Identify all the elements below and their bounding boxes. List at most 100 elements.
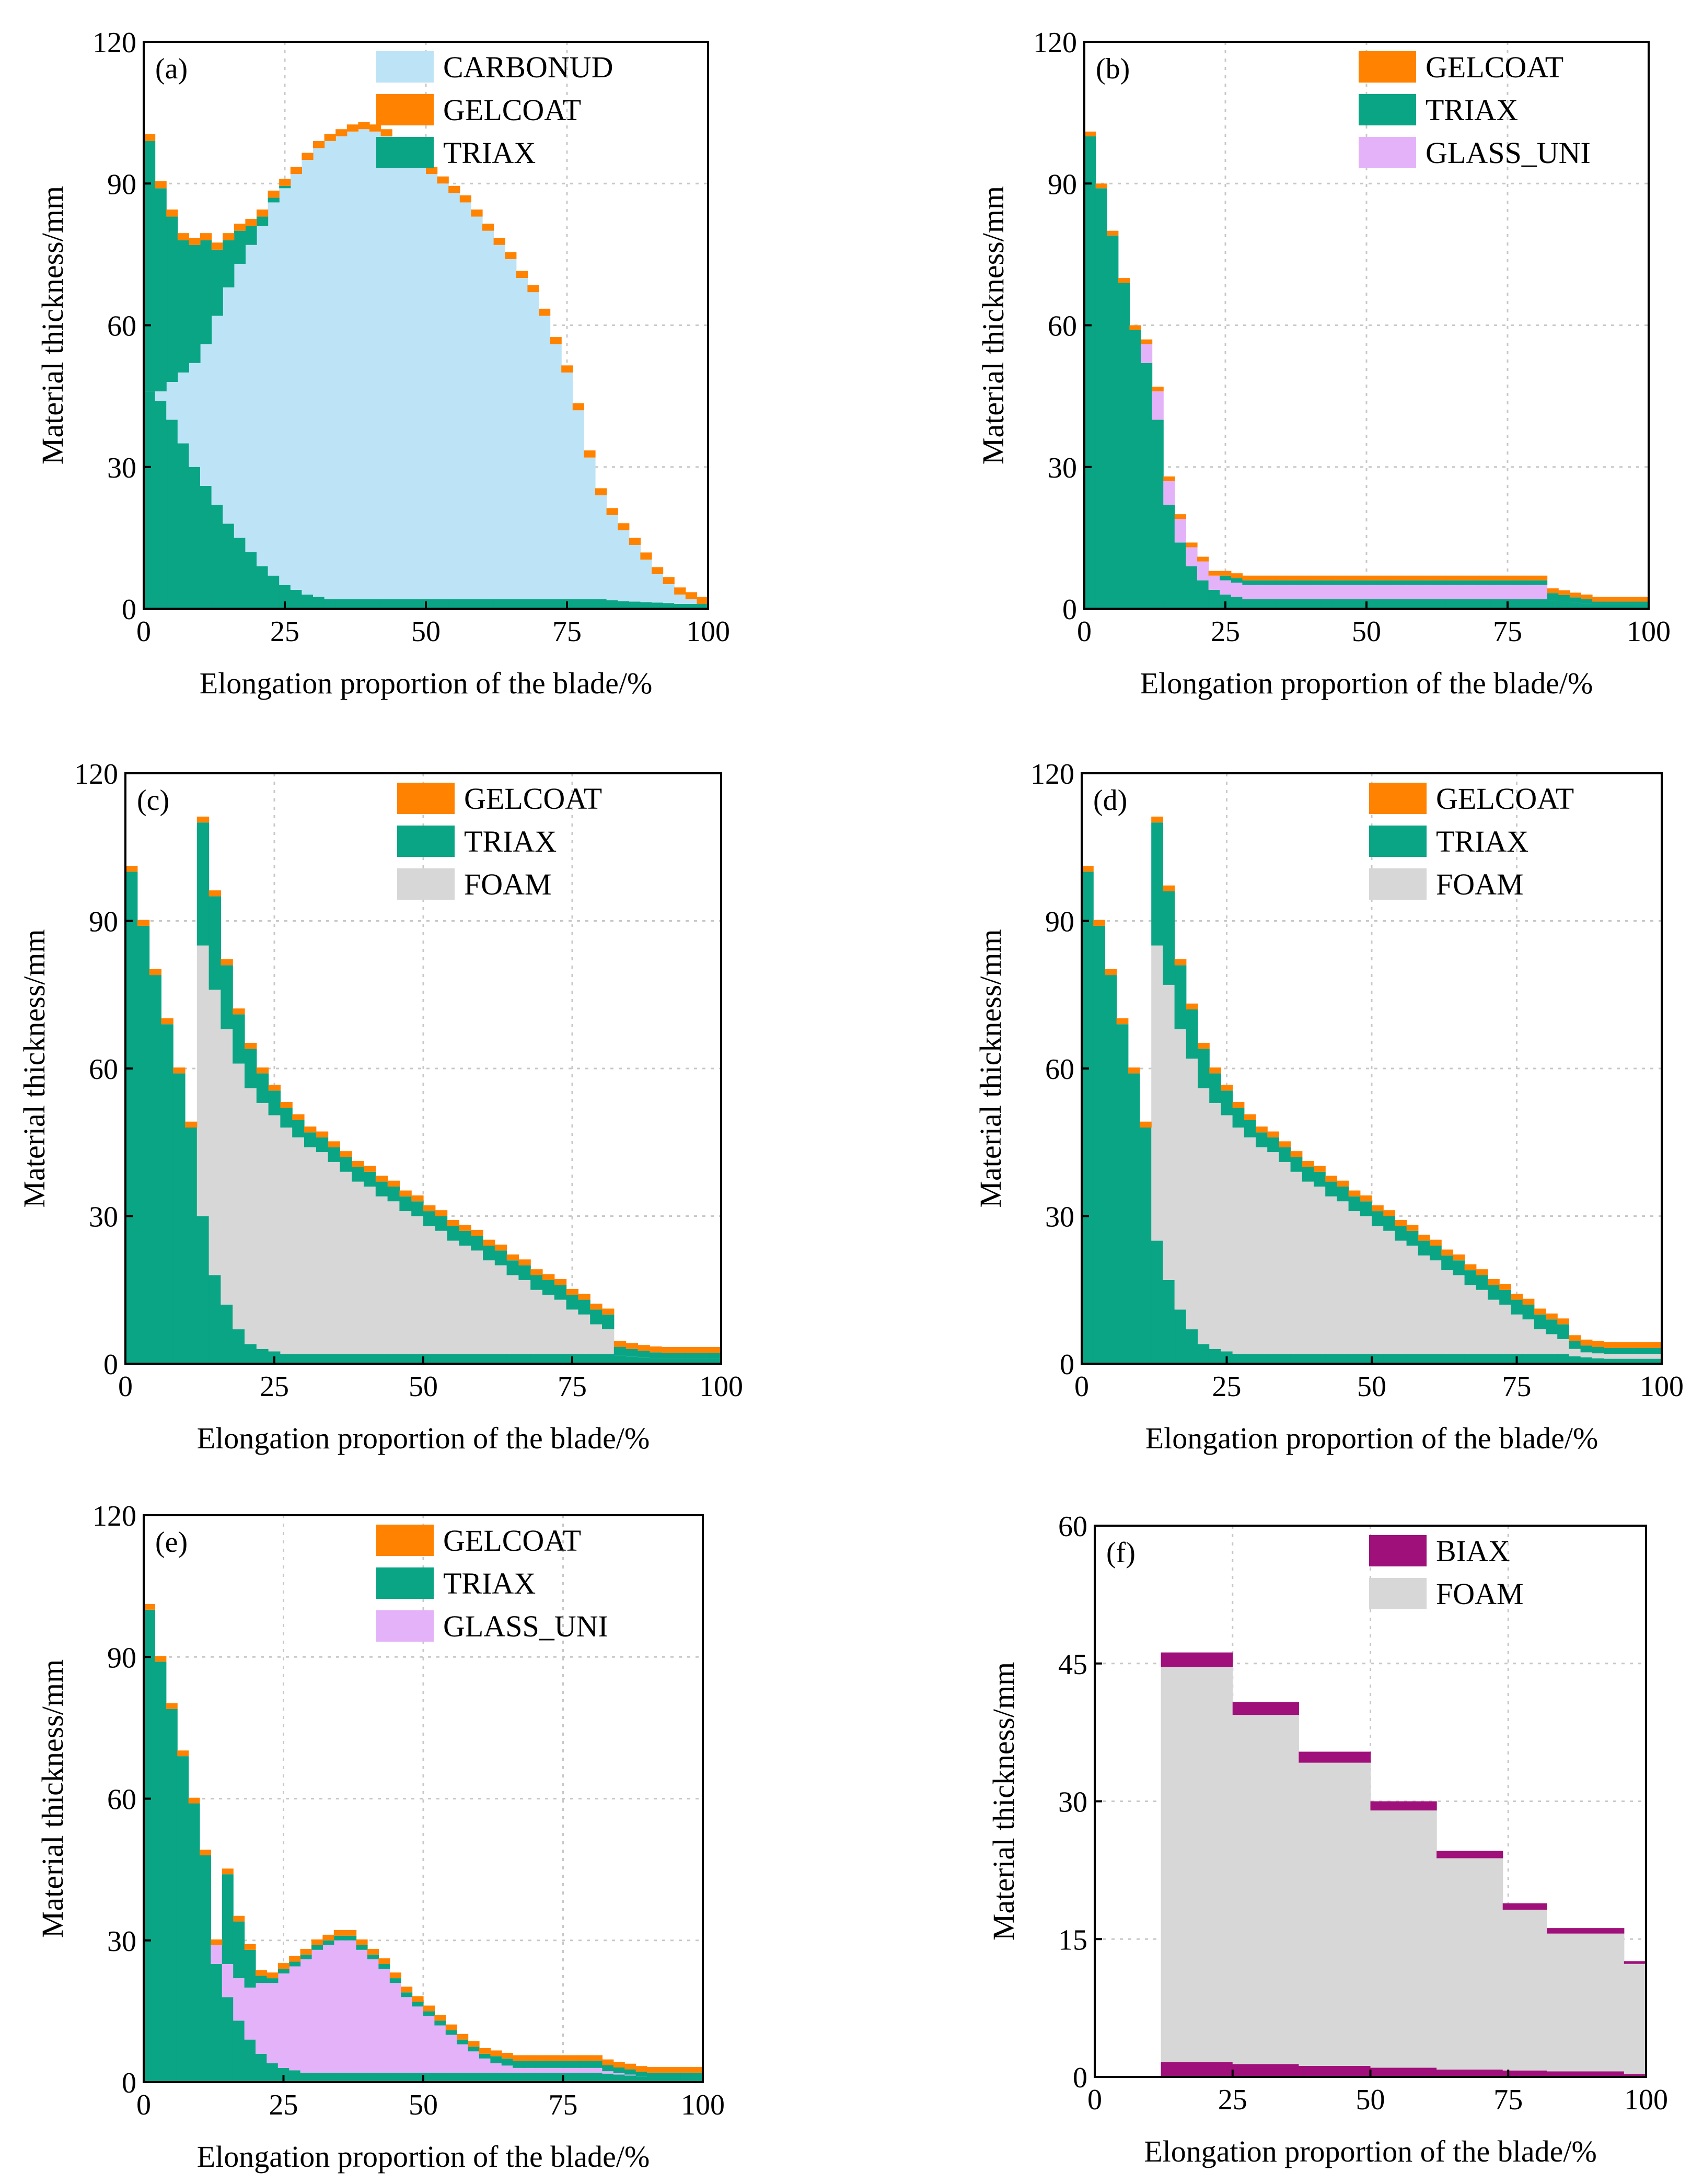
bar-segment-foam xyxy=(1161,1667,1233,2062)
bar-segment-glass_uni xyxy=(535,2067,547,2073)
bar-segment-foam xyxy=(1267,1152,1279,1354)
bar-segment-glass_uni xyxy=(311,1949,323,2073)
bar-segment-triax xyxy=(447,1354,459,1364)
bar-segment-triax xyxy=(1163,505,1175,609)
x-tick-label: 75 xyxy=(1493,2084,1523,2116)
bar-segment-gelcoat xyxy=(399,1190,412,1196)
bar-segment-triax xyxy=(445,2030,457,2035)
bar-segment-triax xyxy=(513,2072,525,2082)
x-tick-label: 100 xyxy=(686,615,730,648)
bar-segment-foam xyxy=(447,1240,459,1354)
bar-segment-foam xyxy=(221,1029,233,1305)
bar-segment-gelcoat xyxy=(691,2067,703,2073)
bar-segment-triax xyxy=(1604,1358,1616,1364)
bar-segment-gelcoat xyxy=(1580,1339,1593,1346)
bar-segment-triax xyxy=(233,1921,245,1979)
bar-segment-triax xyxy=(1502,580,1514,585)
bar-segment-triax xyxy=(471,1236,483,1251)
bar-segment-triax xyxy=(1534,1354,1546,1364)
bar-segment-gelcoat xyxy=(1418,1235,1430,1241)
bar-segment-gelcoat xyxy=(245,1043,257,1049)
x-tick-label: 75 xyxy=(1502,1370,1532,1403)
bar-segment-carbonud xyxy=(505,259,517,599)
bar-segment-triax xyxy=(483,1354,495,1364)
bar-segment-foam xyxy=(1232,1128,1245,1354)
bar-segment-gelcoat xyxy=(1276,575,1288,580)
bar-segment-triax xyxy=(185,1128,198,1364)
bar-segment-gelcoat xyxy=(483,1239,495,1246)
bar-segment-gelcoat xyxy=(166,1703,178,1709)
bar-segment-triax xyxy=(387,1354,400,1364)
bar-segment-triax xyxy=(691,2077,703,2082)
bar-segment-triax xyxy=(423,1211,436,1226)
x-axis-label: Elongation proportion of the blade/% xyxy=(1145,1421,1598,1455)
bar-segment-triax xyxy=(345,2072,357,2082)
bar-segment-foam xyxy=(1372,1226,1384,1354)
bar-segment-gelcoat xyxy=(662,1346,674,1353)
bar-segment-gelcoat xyxy=(221,959,233,966)
bar-segment-gelcoat xyxy=(1638,1342,1651,1348)
bar-segment-triax xyxy=(1174,1309,1187,1364)
bar-segment-glass_uni xyxy=(445,2035,457,2073)
bar-segment-triax xyxy=(367,1954,379,1959)
bar-segment-gelcoat xyxy=(1321,575,1333,580)
bar-segment-triax xyxy=(1468,599,1480,609)
bar-segment-triax xyxy=(1287,599,1299,609)
bar-segment-gelcoat xyxy=(380,129,392,136)
bar-segment-biax xyxy=(1624,2074,1647,2077)
legend-label-triax: TRIAX xyxy=(464,824,557,858)
bar-segment-biax xyxy=(1547,1928,1625,1934)
bar-segment-triax xyxy=(1093,925,1105,1364)
bar-segment-triax xyxy=(606,600,618,609)
bar-segment-glass_uni xyxy=(546,2067,558,2073)
bar-segment-glass_uni xyxy=(389,1983,401,2073)
bar-segment-triax xyxy=(166,420,178,609)
bar-segment-gelcoat xyxy=(1232,1102,1245,1108)
x-tick-label: 50 xyxy=(409,1370,438,1403)
bar-segment-gelcoat xyxy=(1502,575,1514,580)
bar-segment-triax xyxy=(328,1147,340,1162)
bar-segment-triax xyxy=(1174,542,1186,609)
legend-swatch-biax xyxy=(1369,1535,1427,1566)
bar-segment-triax xyxy=(333,1935,345,1941)
x-tick-label: 100 xyxy=(1640,1370,1684,1403)
x-tick-label: 100 xyxy=(681,2089,725,2121)
bar-segment-triax xyxy=(1464,1354,1477,1364)
bar-segment-triax xyxy=(550,599,562,609)
bar-segment-gelcoat xyxy=(1163,476,1175,481)
bar-segment-triax xyxy=(401,1992,413,1997)
panel-label: (c) xyxy=(137,784,169,817)
bar-segment-triax xyxy=(1627,1347,1639,1354)
bar-segment-triax xyxy=(155,401,167,609)
bar-segment-carbonud xyxy=(324,141,336,599)
x-tick-label: 100 xyxy=(1624,2084,1668,2116)
y-tick-label: 120 xyxy=(1033,27,1077,59)
legend-swatch-triax xyxy=(1369,826,1427,857)
bar-segment-triax xyxy=(245,1344,257,1364)
legend: GELCOAT TRIAX FOAM xyxy=(1369,782,1574,901)
bar-segment-triax xyxy=(1198,1049,1210,1088)
bar-segment-gelcoat xyxy=(1186,1003,1198,1009)
bar-segment-foam xyxy=(590,1324,603,1354)
bar-segment-gelcoat xyxy=(1536,575,1548,580)
bar-segment-gelcoat xyxy=(1464,1264,1477,1271)
y-tick-label: 90 xyxy=(1048,168,1077,201)
bar-segment-glass_uni xyxy=(580,2067,592,2073)
bar-segment-triax xyxy=(673,1358,686,1364)
bar-segment-gelcoat xyxy=(233,1915,245,1922)
bar-segment-triax xyxy=(685,603,697,609)
bar-segment-gelcoat xyxy=(437,176,449,184)
y-tick-label: 0 xyxy=(103,1349,118,1381)
chart-panel-a: 0 25 50 75 100 0 30 60 90 120 Elongation proportio… xyxy=(36,27,730,700)
y-tick-label: 30 xyxy=(107,452,136,484)
bar-segment-triax xyxy=(356,2072,368,2082)
y-tick-label: 30 xyxy=(1058,1786,1087,1819)
bar-segment-triax xyxy=(1569,602,1581,609)
bar-segment-gelcoat xyxy=(590,1304,603,1310)
bar-segment-gelcoat xyxy=(1186,542,1198,548)
bar-segment-triax xyxy=(542,1280,555,1295)
bar-segment-triax xyxy=(1197,580,1209,609)
bar-segment-gelcoat xyxy=(435,1210,448,1216)
bar-segment-gelcoat xyxy=(233,1008,245,1015)
